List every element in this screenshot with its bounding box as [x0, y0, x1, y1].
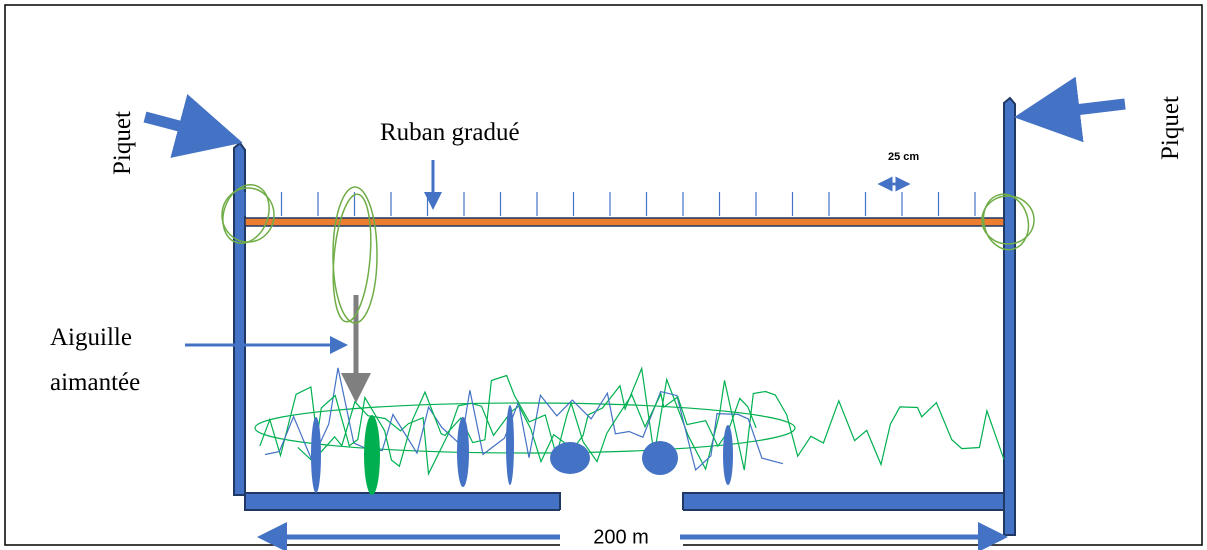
label: 25 cm	[888, 151, 919, 163]
tape-ticks	[244, 192, 976, 216]
vegetation-line	[297, 374, 757, 468]
label: Piquet	[109, 111, 136, 175]
string-loop	[254, 402, 796, 454]
right-post	[1003, 96, 1016, 536]
label: Ruban gradué	[380, 119, 520, 146]
string-loops	[221, 184, 1035, 324]
left-post	[233, 141, 246, 496]
bottom-bar	[682, 492, 1005, 511]
vegetation-line	[259, 366, 1005, 476]
label: Aiguille	[50, 324, 132, 351]
vegetation	[259, 366, 1005, 476]
label: 200 m	[593, 526, 649, 548]
arrow	[1014, 76, 1126, 143]
label: aimantée	[50, 369, 140, 396]
tape	[244, 217, 1005, 227]
bottom-bar	[244, 492, 561, 511]
label: Piquet	[1157, 96, 1184, 160]
distance-box	[560, 510, 683, 550]
frame	[4, 4, 1203, 546]
plants	[311, 405, 733, 495]
vegetation-line	[264, 367, 784, 472]
arrow	[143, 94, 243, 158]
